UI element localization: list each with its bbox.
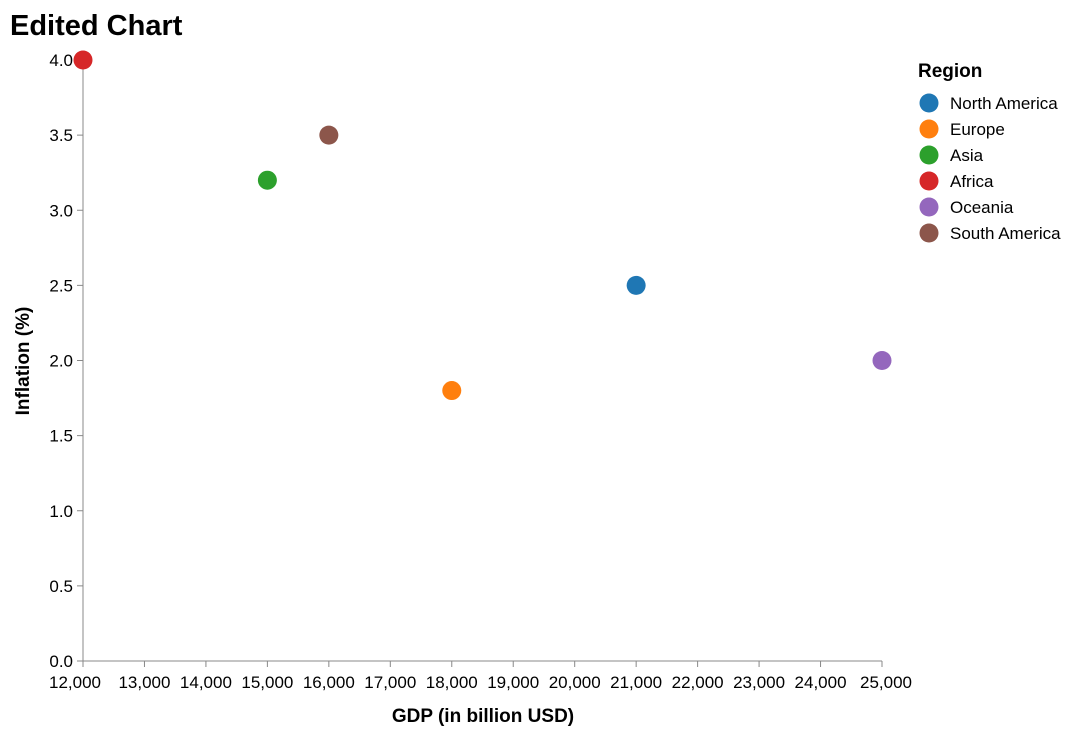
y-tick-label: 4.0 [49, 51, 73, 70]
x-tick-label: 18,000 [426, 673, 478, 692]
legend-swatch [919, 145, 939, 165]
legend-label: Europe [950, 120, 1005, 139]
y-tick-label: 2.0 [49, 352, 73, 371]
x-tick-label: 21,000 [610, 673, 662, 692]
x-tick-label: 17,000 [364, 673, 416, 692]
data-point [626, 275, 646, 295]
legend: Region North America Europe Asia Africa Ocea… [918, 61, 1061, 243]
data-point [442, 381, 462, 401]
legend-label: Asia [950, 146, 984, 165]
legend-label: North America [950, 94, 1058, 113]
y-tick-label: 3.0 [49, 201, 73, 220]
x-tick-label: 13,000 [118, 673, 170, 692]
x-tick-label: 12,000 [49, 673, 101, 692]
x-axis-title: GDP (in billion USD) [392, 706, 574, 727]
legend-swatch [919, 171, 939, 191]
legend-label: Africa [950, 172, 994, 191]
x-tick-label: 25,000 [860, 673, 912, 692]
y-tick-label: 3.5 [49, 126, 73, 145]
x-axis: 12,000 13,000 14,000 15,000 16,000 17,000 18,0… [49, 660, 912, 692]
legend-swatch [919, 197, 939, 217]
legend-swatch [919, 223, 939, 243]
data-points [73, 50, 892, 401]
y-tick-label: 1.0 [49, 502, 73, 521]
legend-swatch [919, 119, 939, 139]
y-tick-label: 1.5 [49, 427, 73, 446]
x-tick-label: 20,000 [549, 673, 601, 692]
data-point [73, 50, 93, 70]
x-tick-label: 14,000 [180, 673, 232, 692]
y-tick-label: 2.5 [49, 276, 73, 295]
data-point [872, 351, 892, 370]
y-axis-title: Inflation (%) [13, 307, 34, 416]
chart-title: Edited Chart [10, 10, 183, 42]
legend-title: Region [918, 61, 982, 82]
data-point [257, 170, 277, 190]
legend-label: South America [950, 224, 1061, 243]
x-tick-label: 23,000 [733, 673, 785, 692]
x-tick-label: 19,000 [487, 673, 539, 692]
data-point [319, 125, 339, 145]
legend-label: Oceania [950, 198, 1014, 217]
legend-items: North America Europe Asia Africa Oceania Sout… [919, 93, 1061, 243]
x-tick-label: 16,000 [303, 673, 355, 692]
x-tick-label: 15,000 [241, 673, 293, 692]
y-tick-label: 0.0 [49, 652, 73, 671]
legend-swatch [919, 93, 939, 113]
x-tick-label: 24,000 [795, 673, 847, 692]
x-tick-label: 22,000 [672, 673, 724, 692]
y-axis: 0.0 0.5 1.0 1.5 2.0 2.5 3.0 3.5 4.0 [49, 51, 84, 671]
y-tick-label: 0.5 [49, 577, 73, 596]
